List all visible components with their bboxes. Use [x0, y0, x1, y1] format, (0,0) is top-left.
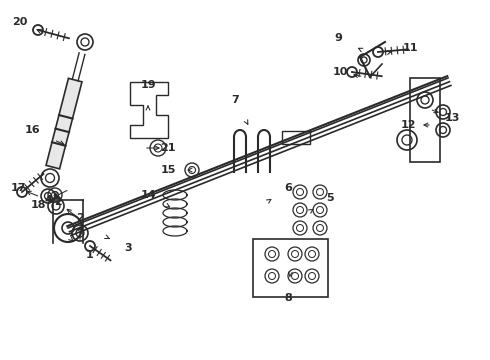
Text: 9: 9	[334, 33, 342, 43]
Text: 1: 1	[86, 250, 94, 260]
Text: 15: 15	[160, 165, 176, 175]
Text: 6: 6	[284, 183, 292, 193]
Text: 4: 4	[44, 195, 52, 205]
Text: 16: 16	[24, 125, 40, 135]
Text: 2: 2	[54, 197, 62, 207]
Text: 14: 14	[140, 190, 156, 200]
Text: 10: 10	[332, 67, 348, 77]
Text: 12: 12	[400, 120, 416, 130]
Text: 5: 5	[326, 193, 334, 203]
Text: 21: 21	[160, 143, 176, 153]
Polygon shape	[46, 78, 82, 169]
Text: 11: 11	[402, 43, 418, 53]
Text: 19: 19	[140, 80, 156, 90]
Text: 13: 13	[444, 113, 460, 123]
Bar	[253, 239, 328, 297]
Text: 3: 3	[124, 243, 132, 253]
Text: 2: 2	[76, 213, 84, 223]
Text: 20: 20	[12, 17, 28, 27]
Text: 8: 8	[284, 293, 292, 303]
Text: 17: 17	[10, 183, 26, 193]
Text: 7: 7	[231, 95, 239, 105]
Bar	[282, 131, 310, 144]
Text: 18: 18	[30, 200, 46, 210]
